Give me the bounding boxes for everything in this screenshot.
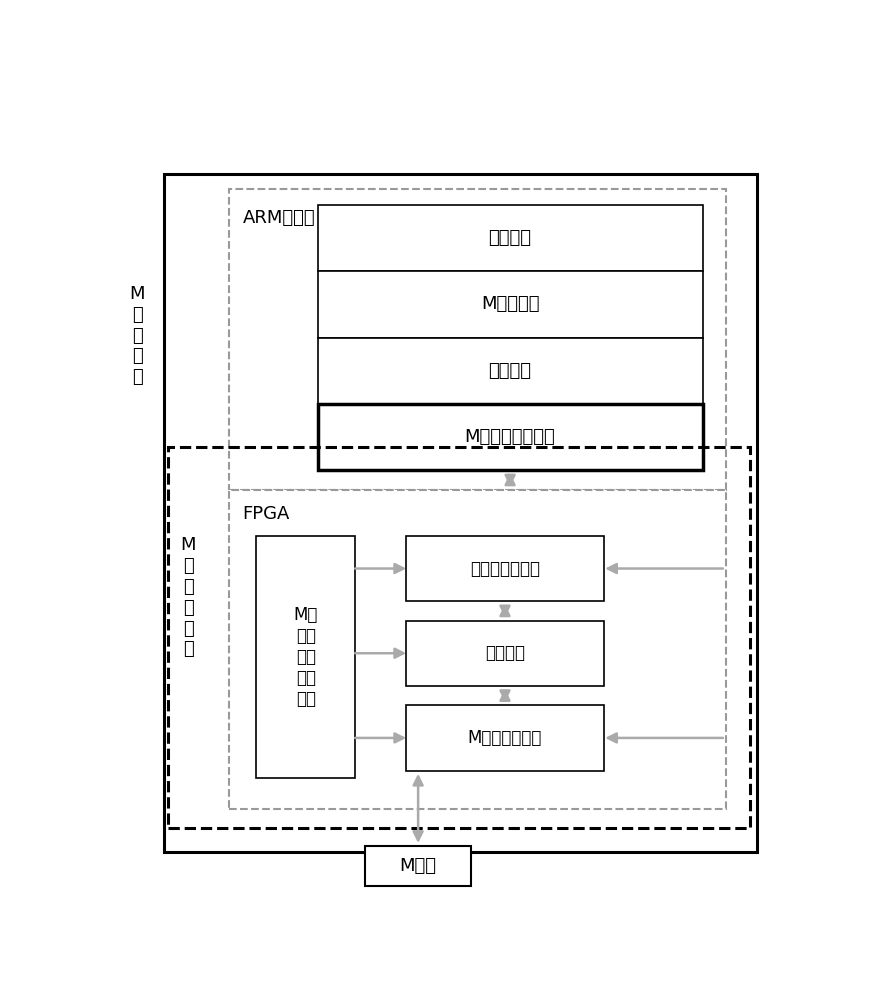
- Text: 胶连逻辑: 胶连逻辑: [485, 644, 524, 662]
- Text: ARM处理器: ARM处理器: [242, 209, 315, 227]
- Bar: [406, 620, 603, 686]
- Text: 应用程序: 应用程序: [488, 229, 531, 247]
- Text: M模块驱动: M模块驱动: [480, 295, 539, 313]
- Bar: [229, 490, 725, 809]
- Text: FPGA: FPGA: [242, 505, 290, 523]
- Bar: [168, 447, 750, 828]
- Bar: [164, 174, 756, 852]
- Text: M模块: M模块: [399, 857, 436, 875]
- Bar: [406, 536, 603, 601]
- Text: M
模
块
控
制
器: M 模 块 控 制 器: [180, 536, 196, 658]
- Text: M模块控制逻辑: M模块控制逻辑: [467, 729, 542, 747]
- Bar: [365, 846, 471, 886]
- Text: M模
块控
制器
配置
逻辑: M模 块控 制器 配置 逻辑: [293, 606, 318, 708]
- Bar: [317, 338, 702, 404]
- Text: 标准接口: 标准接口: [488, 362, 531, 380]
- Bar: [317, 205, 702, 271]
- Bar: [317, 271, 702, 338]
- Bar: [317, 404, 702, 470]
- Bar: [406, 705, 603, 771]
- Bar: [229, 189, 725, 490]
- Bar: [256, 536, 355, 778]
- Text: M模块控制器驱动: M模块控制器驱动: [464, 428, 555, 446]
- Text: 处理器接口逻辑: 处理器接口逻辑: [470, 560, 539, 578]
- Text: M
模
块
载
板: M 模 块 载 板: [129, 285, 145, 386]
